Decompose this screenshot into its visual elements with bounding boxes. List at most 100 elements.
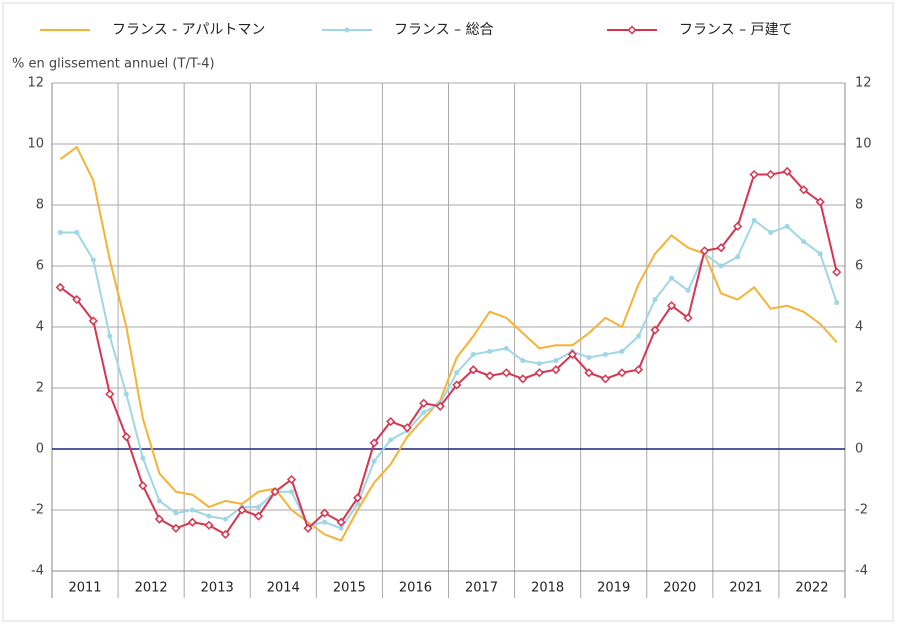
x-tick-label: 2013: [201, 581, 234, 596]
y-tick-label: 10: [27, 137, 44, 152]
marker: [74, 229, 80, 235]
marker: [303, 523, 313, 533]
marker: [584, 368, 594, 378]
marker: [501, 368, 511, 378]
y-tick-label: 6: [36, 259, 44, 274]
marker: [187, 517, 197, 527]
y-axis-label: % en glissement annuel (T/T-4): [12, 57, 215, 72]
series-line: [60, 218, 838, 530]
x-tick-label: 2021: [729, 581, 762, 596]
marker: [633, 365, 644, 375]
marker: [371, 458, 377, 464]
marker: [716, 243, 726, 253]
marker: [189, 507, 195, 513]
legend-marker: [627, 25, 637, 35]
y2-tick-label: 8: [855, 198, 863, 213]
x-tick-label: 2012: [135, 581, 168, 596]
marker: [138, 481, 148, 491]
marker: [567, 349, 577, 360]
marker: [237, 505, 247, 515]
marker: [289, 489, 295, 495]
marker: [553, 358, 559, 364]
marker: [57, 229, 63, 235]
marker: [801, 239, 807, 245]
legend-label: フランス - アパルトマン: [112, 22, 265, 38]
marker: [815, 197, 825, 207]
marker: [733, 221, 743, 231]
marker: [718, 263, 724, 269]
y2-tick-label: 2: [855, 381, 863, 396]
marker: [799, 185, 809, 195]
marker: [586, 355, 592, 360]
y-tick-label: 2: [36, 381, 44, 396]
y2-tick-label: -2: [855, 503, 868, 518]
marker: [386, 416, 396, 427]
marker: [650, 325, 660, 335]
marker: [666, 301, 677, 311]
marker: [700, 246, 710, 256]
x-tick-label: 2011: [68, 581, 101, 596]
marker: [355, 501, 361, 507]
marker: [832, 267, 842, 277]
x-tick-label: 2019: [597, 581, 630, 596]
marker: [452, 380, 462, 390]
marker: [90, 257, 96, 263]
marker: [338, 525, 344, 531]
marker: [468, 365, 478, 375]
y2-tick-label: 4: [855, 320, 863, 335]
series-line: [59, 145, 838, 542]
y2-tick-label: 6: [855, 259, 863, 274]
y-tick-label: -4: [31, 564, 44, 579]
x-tick-label: 2014: [267, 581, 300, 596]
marker: [602, 351, 608, 357]
marker: [470, 351, 476, 357]
marker: [336, 517, 346, 527]
marker: [817, 251, 823, 257]
x-tick-label: 2022: [795, 581, 828, 596]
legend-marker: [344, 27, 350, 33]
marker: [123, 391, 129, 397]
marker: [503, 345, 509, 351]
marker: [735, 254, 741, 260]
marker: [766, 169, 776, 180]
marker: [751, 217, 757, 223]
marker: [520, 358, 526, 364]
marker: [834, 300, 840, 306]
marker: [353, 493, 363, 503]
marker: [322, 519, 328, 525]
marker: [270, 487, 280, 497]
marker: [222, 516, 228, 522]
marker: [55, 282, 65, 292]
y-tick-label: 0: [36, 442, 44, 457]
marker: [173, 510, 179, 516]
marker: [419, 398, 429, 408]
marker: [402, 423, 412, 433]
marker: [421, 409, 427, 415]
marker: [435, 401, 445, 411]
x-tick-label: 2020: [663, 581, 696, 596]
marker: [286, 474, 297, 485]
marker: [617, 368, 627, 378]
y-tick-label: 8: [36, 198, 44, 213]
marker: [206, 513, 212, 519]
marker: [253, 511, 264, 521]
marker: [320, 508, 330, 518]
marker: [72, 294, 82, 305]
legend-label: フランス – 戸建て: [679, 22, 793, 38]
x-tick-label: 2017: [465, 581, 498, 596]
marker: [121, 432, 131, 442]
marker: [454, 370, 460, 376]
marker: [551, 365, 561, 375]
y2-tick-label: -4: [855, 564, 868, 579]
marker: [154, 514, 164, 524]
marker: [204, 520, 214, 530]
marker: [784, 223, 790, 229]
y-tick-label: 4: [36, 320, 44, 335]
x-tick-label: 2016: [399, 581, 432, 596]
marker: [685, 287, 691, 293]
marker: [156, 498, 162, 504]
legend-label: フランス – 総合: [394, 22, 494, 38]
marker: [782, 166, 792, 177]
marker: [107, 333, 113, 339]
marker: [518, 374, 528, 384]
